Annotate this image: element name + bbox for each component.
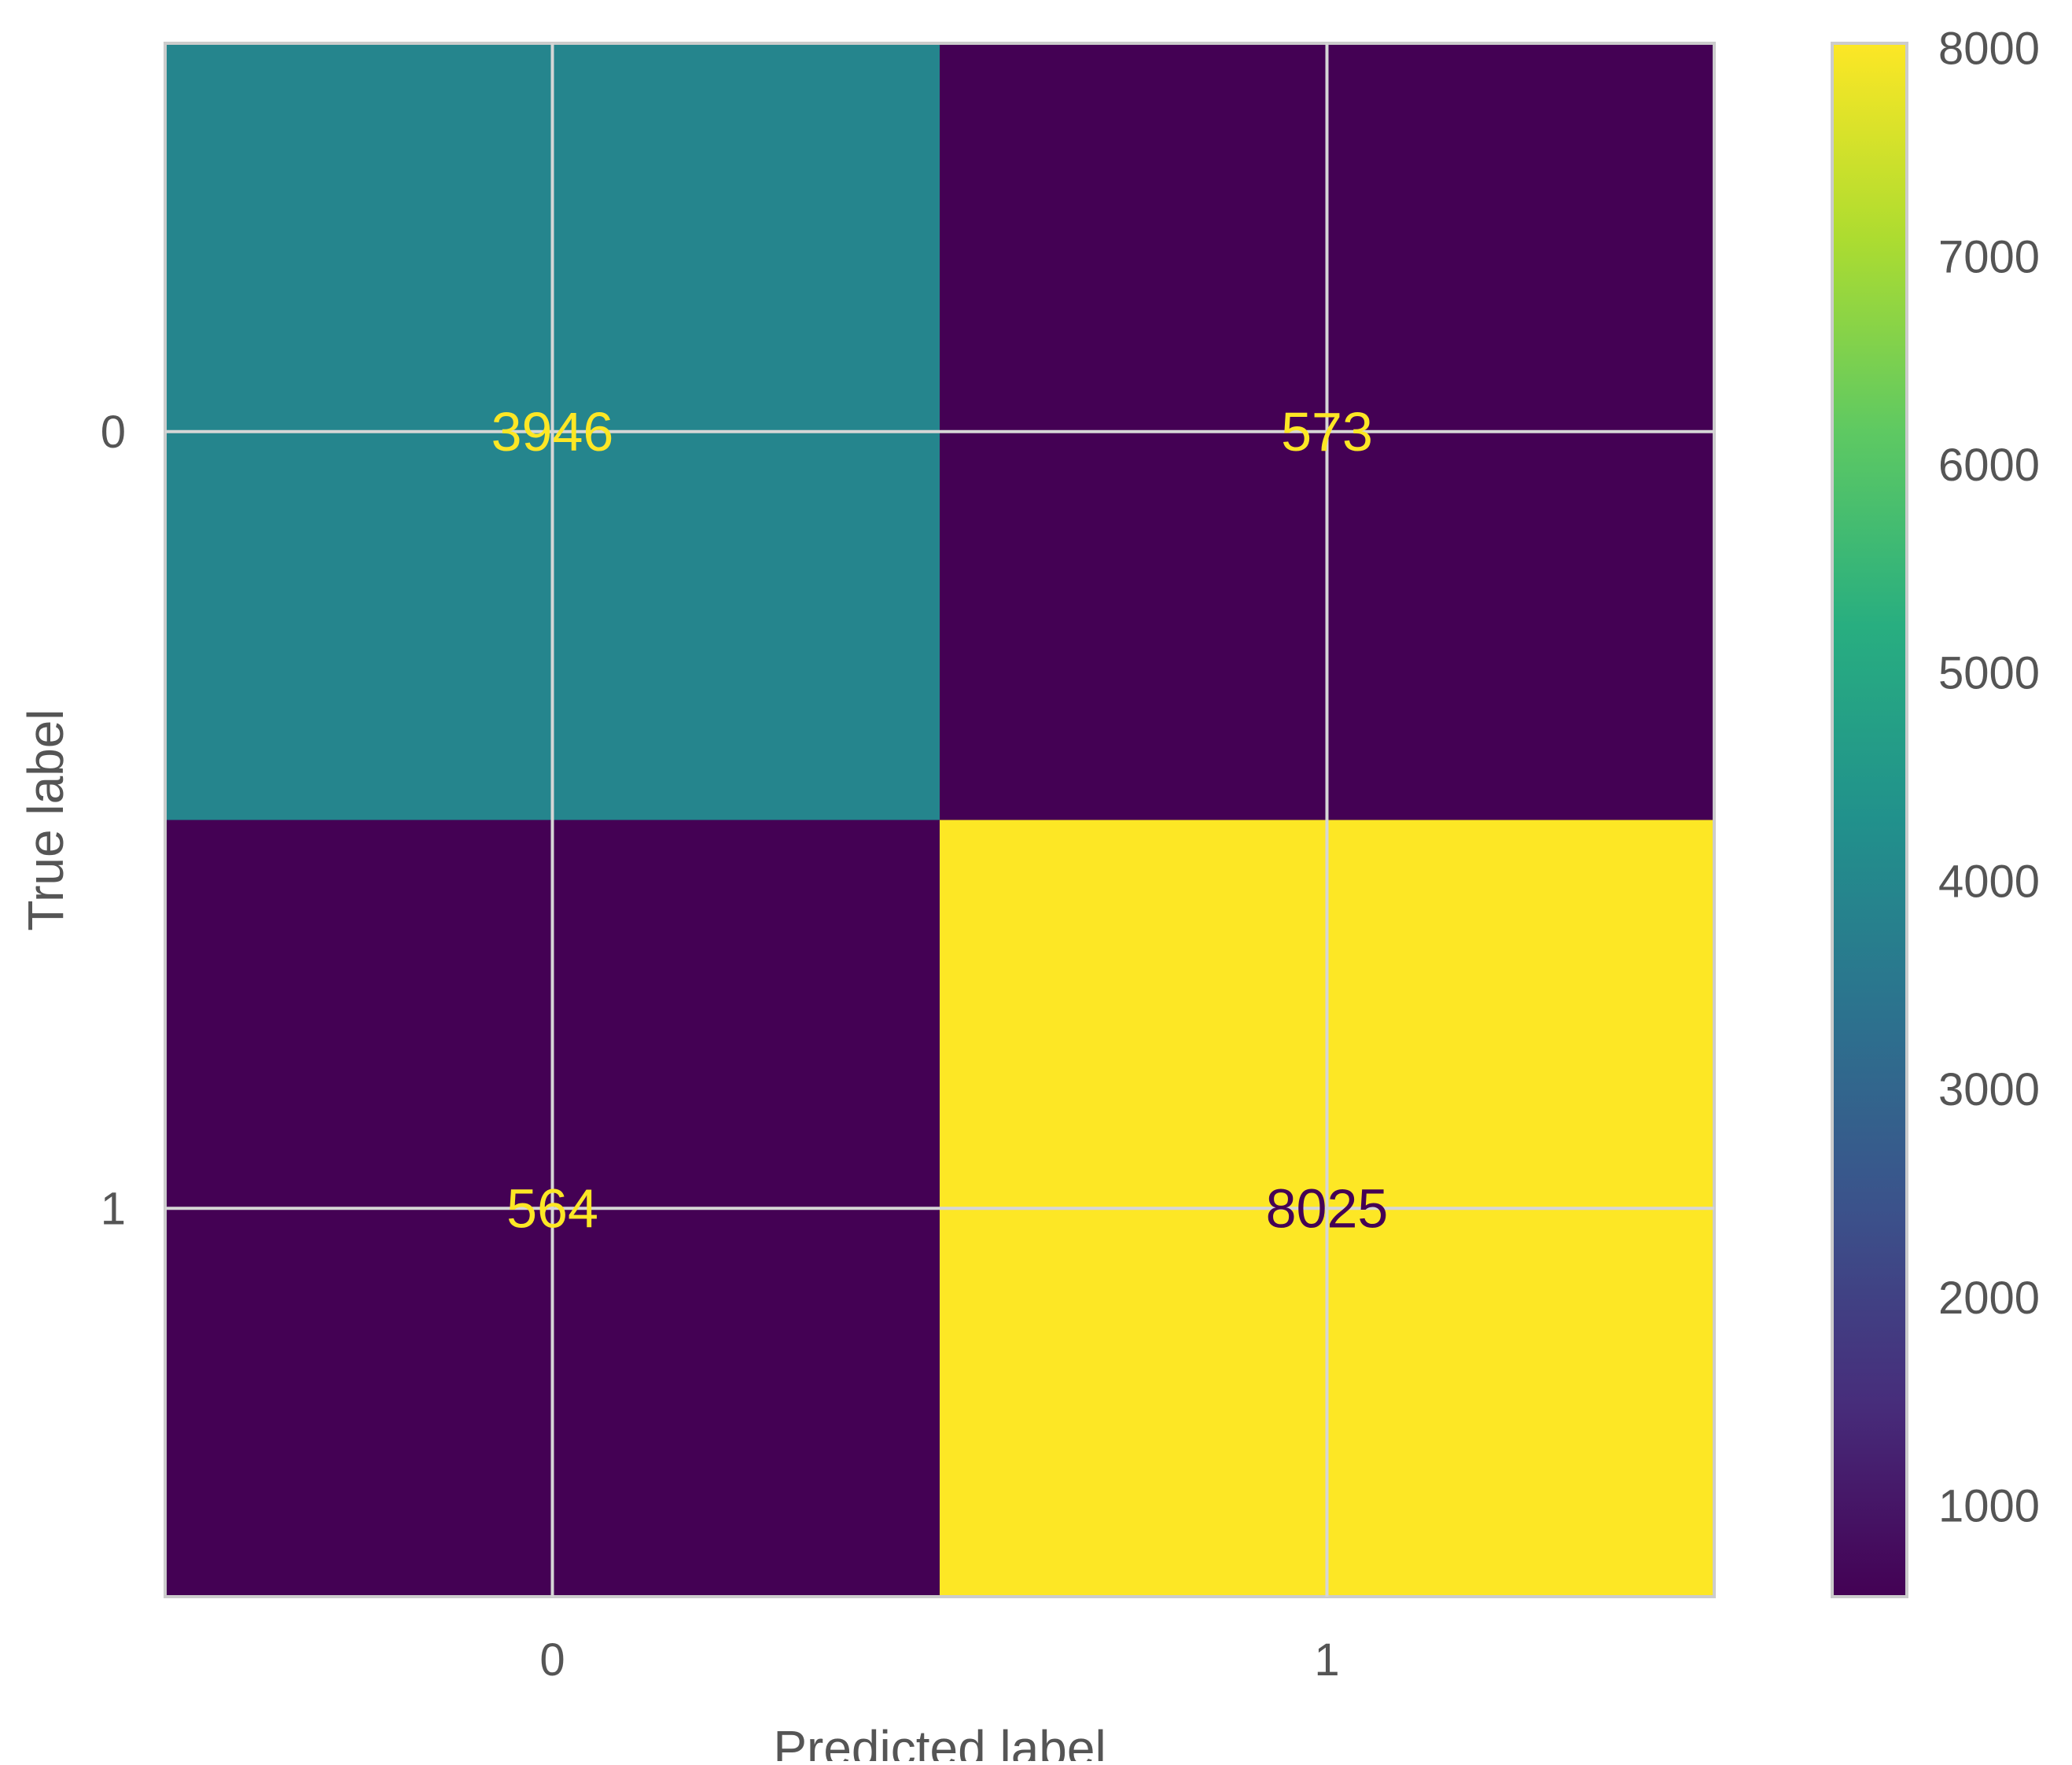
x-tick-label-0: 0 bbox=[539, 1634, 565, 1686]
colorbar-tick-label-2000: 2000 bbox=[1938, 1273, 2040, 1324]
colorbar-gradient bbox=[1831, 42, 1908, 1598]
cell-value-0-0: 3946 bbox=[491, 401, 614, 462]
colorbar-tick-label-3000: 3000 bbox=[1938, 1064, 2040, 1115]
y-tick-label-0: 0 bbox=[101, 407, 126, 458]
colorbar: 1000 2000 3000 4000 5000 6000 7000 8000 bbox=[1831, 24, 2040, 1598]
cell-value-0-1: 573 bbox=[1281, 401, 1373, 462]
plot-frame bbox=[164, 42, 1716, 1598]
colorbar-tick-label-5000: 5000 bbox=[1938, 648, 2040, 699]
heatmap-cells bbox=[165, 43, 1714, 1597]
x-axis-title: Predicted label bbox=[773, 1720, 1106, 1761]
colorbar-tick-label-6000: 6000 bbox=[1938, 440, 2040, 491]
y-axis-title: True label bbox=[17, 709, 74, 930]
cell-value-1-0: 564 bbox=[506, 1177, 598, 1239]
colorbar-tick-label-7000: 7000 bbox=[1938, 231, 2040, 282]
cell-value-1-1: 8025 bbox=[1266, 1177, 1389, 1239]
colorbar-tick-label-1000: 1000 bbox=[1938, 1481, 2040, 1532]
cell-value-labels: 3946 573 564 8025 bbox=[491, 401, 1389, 1240]
colorbar-tick-label-4000: 4000 bbox=[1938, 856, 2040, 907]
x-tick-label-1: 1 bbox=[1314, 1634, 1339, 1686]
y-tick-label-1: 1 bbox=[101, 1183, 126, 1234]
axis-tick-labels: 0 1 0 1 bbox=[101, 407, 1340, 1686]
grid-lines bbox=[164, 42, 1716, 1598]
colorbar-tick-label-8000: 8000 bbox=[1938, 24, 2040, 75]
